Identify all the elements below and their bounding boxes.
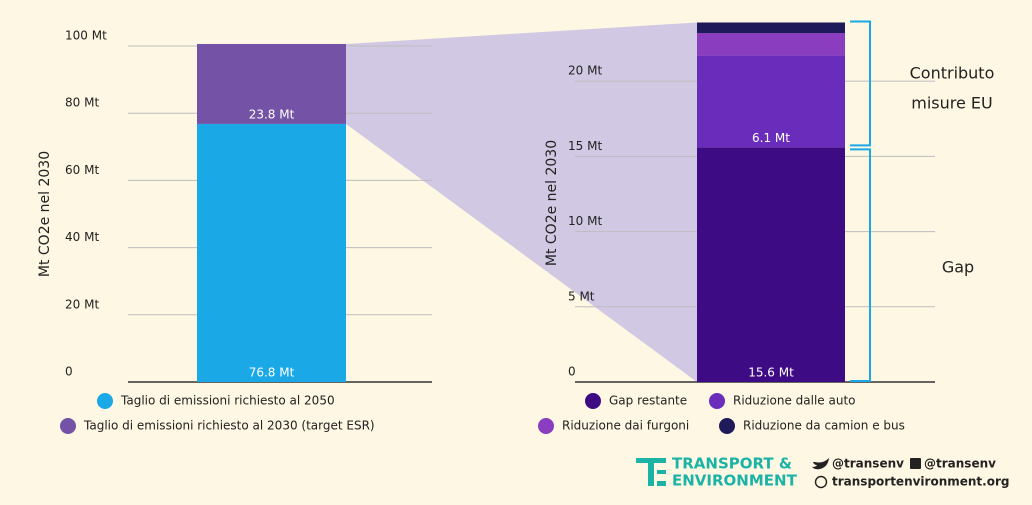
- legend-label: Gap restante: [609, 394, 687, 408]
- value-label: 76.8 Mt: [249, 366, 295, 380]
- bar-segment: [697, 55, 845, 148]
- twitter-icon: [812, 458, 829, 470]
- y-tick-label: 100 Mt: [65, 29, 107, 43]
- facebook-icon: [910, 458, 921, 469]
- y-tick-label: 15 Mt: [568, 139, 602, 153]
- bracket: [850, 148, 871, 382]
- bar-segment: [697, 33, 845, 56]
- legend-label: Riduzione dalle auto: [733, 394, 856, 408]
- legend-swatch: [60, 418, 76, 434]
- brand: TRANSPORT &: [672, 455, 792, 473]
- bar-segment: [197, 123, 346, 383]
- value-label: 23.8 Mt: [249, 107, 295, 121]
- annotation: Gap: [942, 258, 974, 277]
- legend-label: Taglio di emissioni richiesto al 2030 (t…: [83, 419, 375, 433]
- web-icon: [814, 475, 828, 489]
- y-tick-label: 40 Mt: [65, 230, 99, 244]
- legend-swatch: [585, 393, 601, 409]
- legend-label: Riduzione dai furgoni: [562, 419, 689, 433]
- twitter-handle: @transenv: [832, 457, 904, 471]
- legend-label: Taglio di emissioni richiesto al 2050: [120, 394, 335, 408]
- bracket: [850, 20, 871, 147]
- y-tick-label: 80 Mt: [65, 96, 99, 110]
- legend-swatch: [709, 393, 725, 409]
- y-tick-label: 0: [568, 365, 576, 379]
- connector-layer: [346, 22, 697, 383]
- y-tick-label: 20 Mt: [568, 64, 602, 78]
- connector: [346, 22, 697, 383]
- y-tick-label: 10 Mt: [568, 214, 602, 228]
- facebook-handle: @transenv: [924, 457, 996, 471]
- y-axis-label: Mt CO2e nel 2030: [544, 140, 560, 266]
- bar-segment: [697, 22, 845, 34]
- bar-segment: [697, 147, 845, 382]
- brand: ENVIRONMENT: [672, 472, 798, 490]
- website: transportenvironment.org: [832, 475, 1009, 489]
- value-label: 15.6 Mt: [748, 366, 794, 380]
- y-tick-label: 60 Mt: [65, 163, 99, 177]
- annotation: misure EU: [911, 94, 992, 113]
- legend-swatch: [719, 418, 735, 434]
- legend-swatch: [97, 393, 113, 409]
- bar-segment: [197, 43, 346, 124]
- footer: TRANSPORT & ENVIRONMENT @transenv @trans…: [636, 455, 1009, 490]
- logo-bar: [657, 470, 666, 474]
- plot-layer: 0 20 Mt 40 Mt 60 Mt 80 Mt 100 Mt Mt CO2e nel 2…: [37, 20, 995, 434]
- logo-bar: [657, 481, 666, 486]
- legend-swatch: [538, 418, 554, 434]
- legend-label: Riduzione da camion e bus: [743, 419, 905, 433]
- y-tick-label: 5 Mt: [568, 289, 595, 303]
- logo-bar: [648, 458, 654, 486]
- annotation: Contributo: [910, 64, 995, 83]
- value-label: 6.1 Mt: [752, 131, 790, 145]
- y-tick-label: 0: [65, 365, 73, 379]
- y-tick-label: 20 Mt: [65, 297, 99, 311]
- y-axis-label: Mt CO2e nel 2030: [37, 151, 53, 277]
